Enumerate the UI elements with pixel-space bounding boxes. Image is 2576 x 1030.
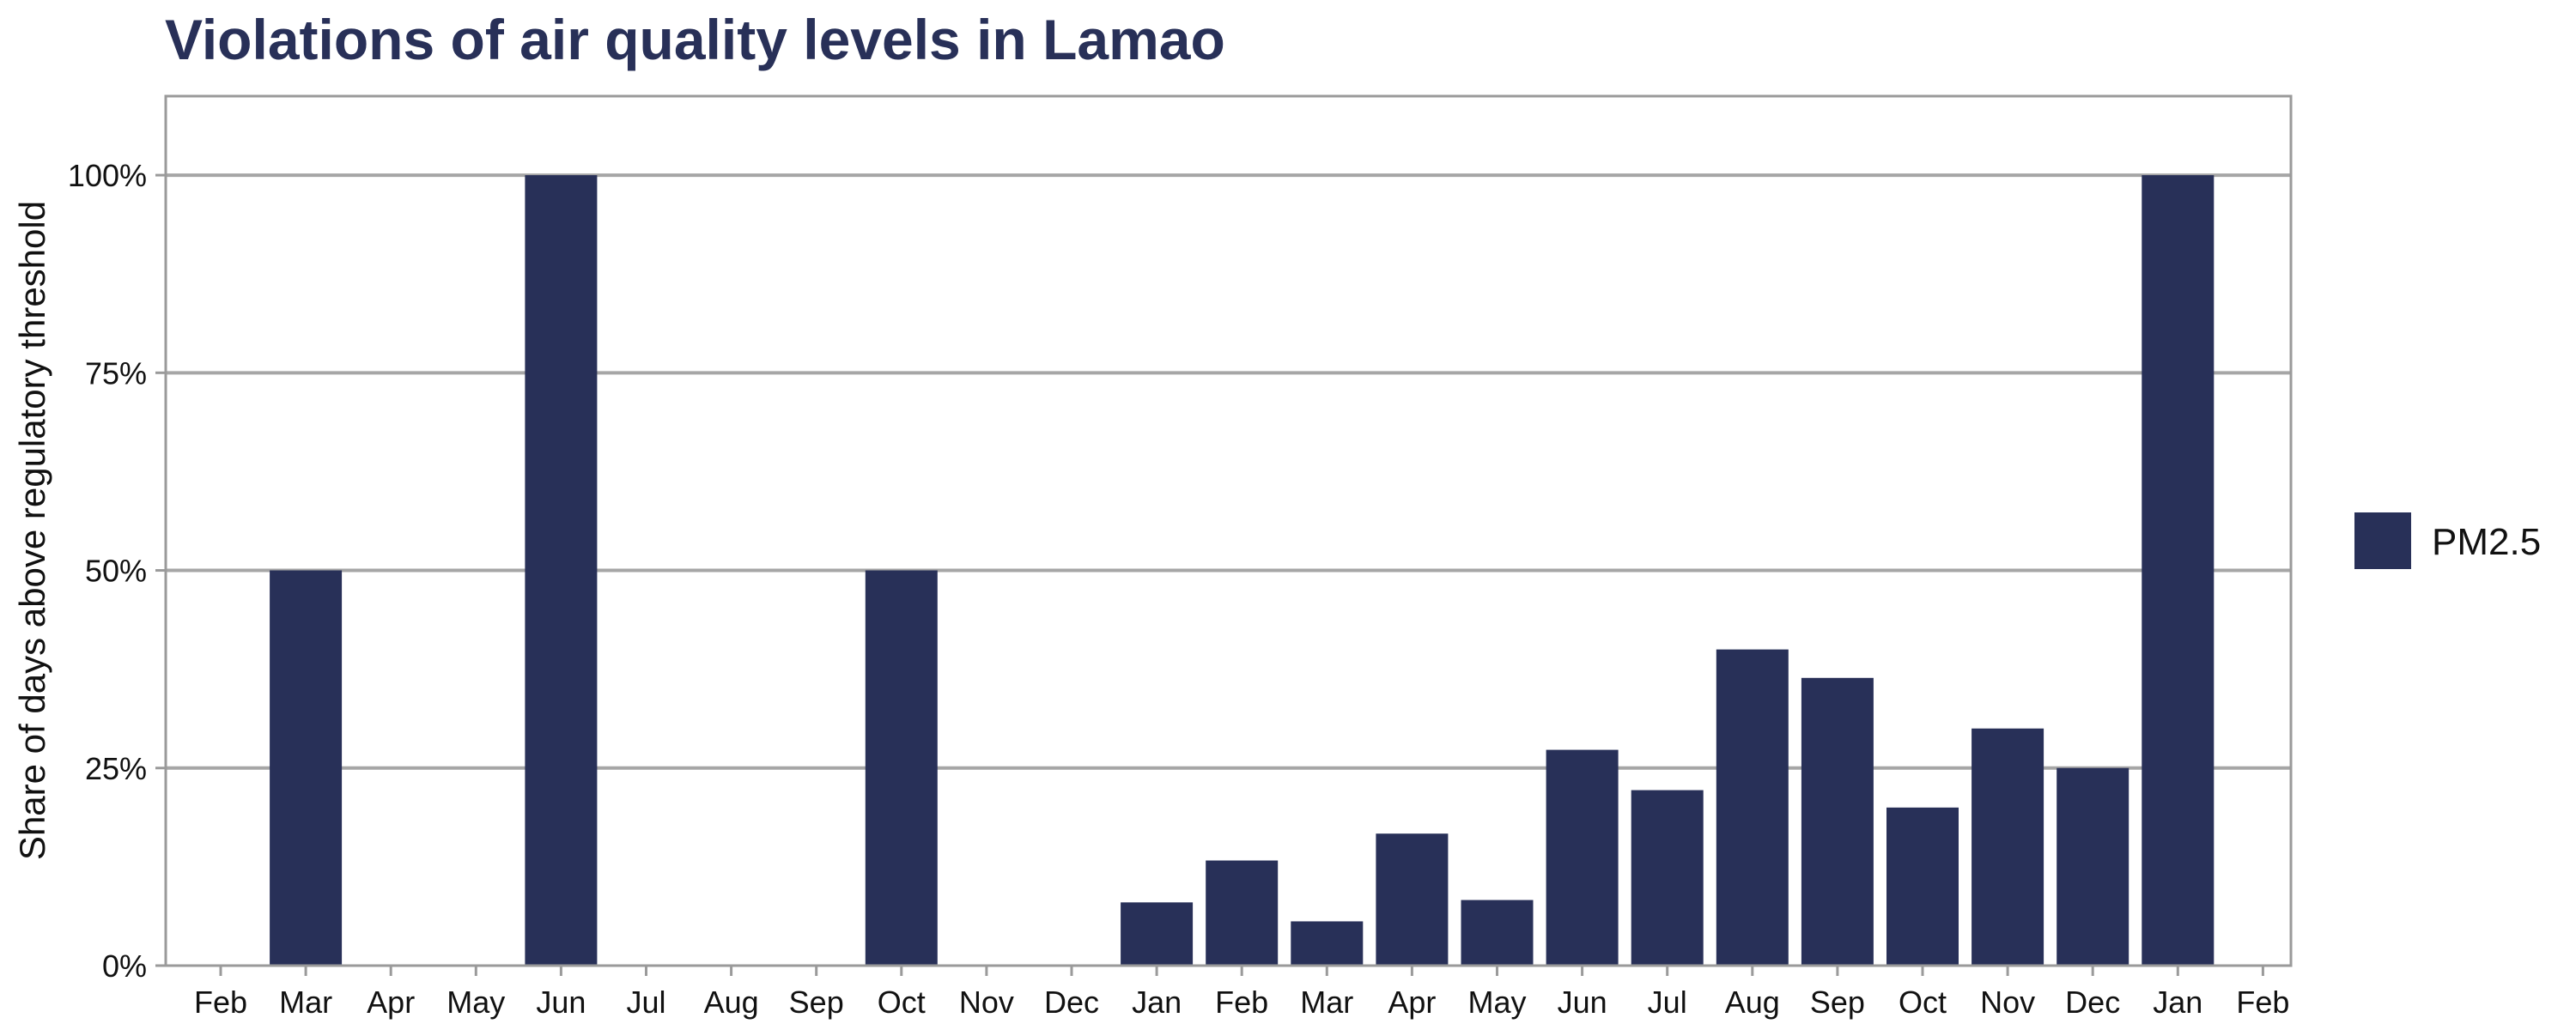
x-tick-label: Nov [1980, 985, 2035, 1020]
y-tick-label: 0% [102, 948, 147, 984]
x-tick-label: Jan [1132, 985, 1182, 1020]
gridlines [166, 173, 2291, 770]
y-tick-label: 75% [85, 355, 147, 391]
y-tick-label: 50% [85, 554, 147, 589]
x-tick-label: Jul [1648, 985, 1687, 1020]
legend: PM2.5 [2354, 512, 2541, 569]
legend-swatch-pm25 [2354, 512, 2411, 569]
y-tick-label: 25% [85, 751, 147, 786]
bar [1631, 790, 1704, 966]
y-axis: 0% 25% 50% 75% 100% [68, 158, 166, 984]
plot-frame [164, 94, 2293, 967]
x-tick-label: Oct [1899, 985, 1947, 1020]
legend-label-pm25: PM2.5 [2432, 521, 2541, 563]
chart-title: Violations of air quality levels in Lama… [165, 8, 1225, 71]
bar [1801, 677, 1874, 966]
x-tick-label: Sep [1810, 985, 1865, 1020]
x-tick-label: May [1467, 985, 1526, 1020]
x-tick-label: Aug [704, 985, 759, 1020]
bar [2057, 767, 2129, 966]
x-tick-label: Jun [536, 985, 586, 1020]
x-tick-label: May [447, 985, 505, 1020]
bar [1971, 728, 2044, 966]
x-tick-label: Mar [279, 985, 332, 1020]
x-tick-label: Dec [1044, 985, 1099, 1020]
x-tick-label: Nov [959, 985, 1014, 1020]
x-tick-label: Jul [626, 985, 665, 1020]
x-tick-label: Feb [194, 985, 247, 1020]
bar [525, 175, 598, 966]
x-tick-label: Dec [2065, 985, 2120, 1020]
x-tick-label: Feb [2236, 985, 2289, 1020]
x-tick-label: Oct [878, 985, 926, 1020]
bar [1546, 749, 1619, 966]
bar [1206, 860, 1279, 966]
bar [1376, 833, 1449, 966]
bar [270, 570, 343, 966]
x-axis: Feb Mar Apr May Jun Jul Aug Sep Oct Nov Dec Jan Feb M… [194, 966, 2289, 1020]
x-tick-label: Mar [1300, 985, 1353, 1020]
bar [1886, 807, 1959, 966]
y-axis-label: Share of days above regulatory threshold [12, 201, 52, 860]
x-tick-label: Apr [367, 985, 415, 1020]
bars [270, 175, 2215, 966]
bar [1121, 902, 1194, 966]
x-tick-label: Jan [2153, 985, 2202, 1020]
bar [1291, 921, 1364, 966]
x-tick-label: Apr [1388, 985, 1436, 1020]
x-tick-label: Jun [1558, 985, 1607, 1020]
x-tick-label: Aug [1725, 985, 1780, 1020]
bar [2142, 175, 2215, 966]
bar [1461, 900, 1534, 966]
x-tick-label: Feb [1215, 985, 1268, 1020]
x-tick-label: Sep [789, 985, 844, 1020]
bar [865, 570, 938, 966]
bar [1716, 649, 1789, 966]
y-tick-label: 100% [68, 158, 147, 193]
